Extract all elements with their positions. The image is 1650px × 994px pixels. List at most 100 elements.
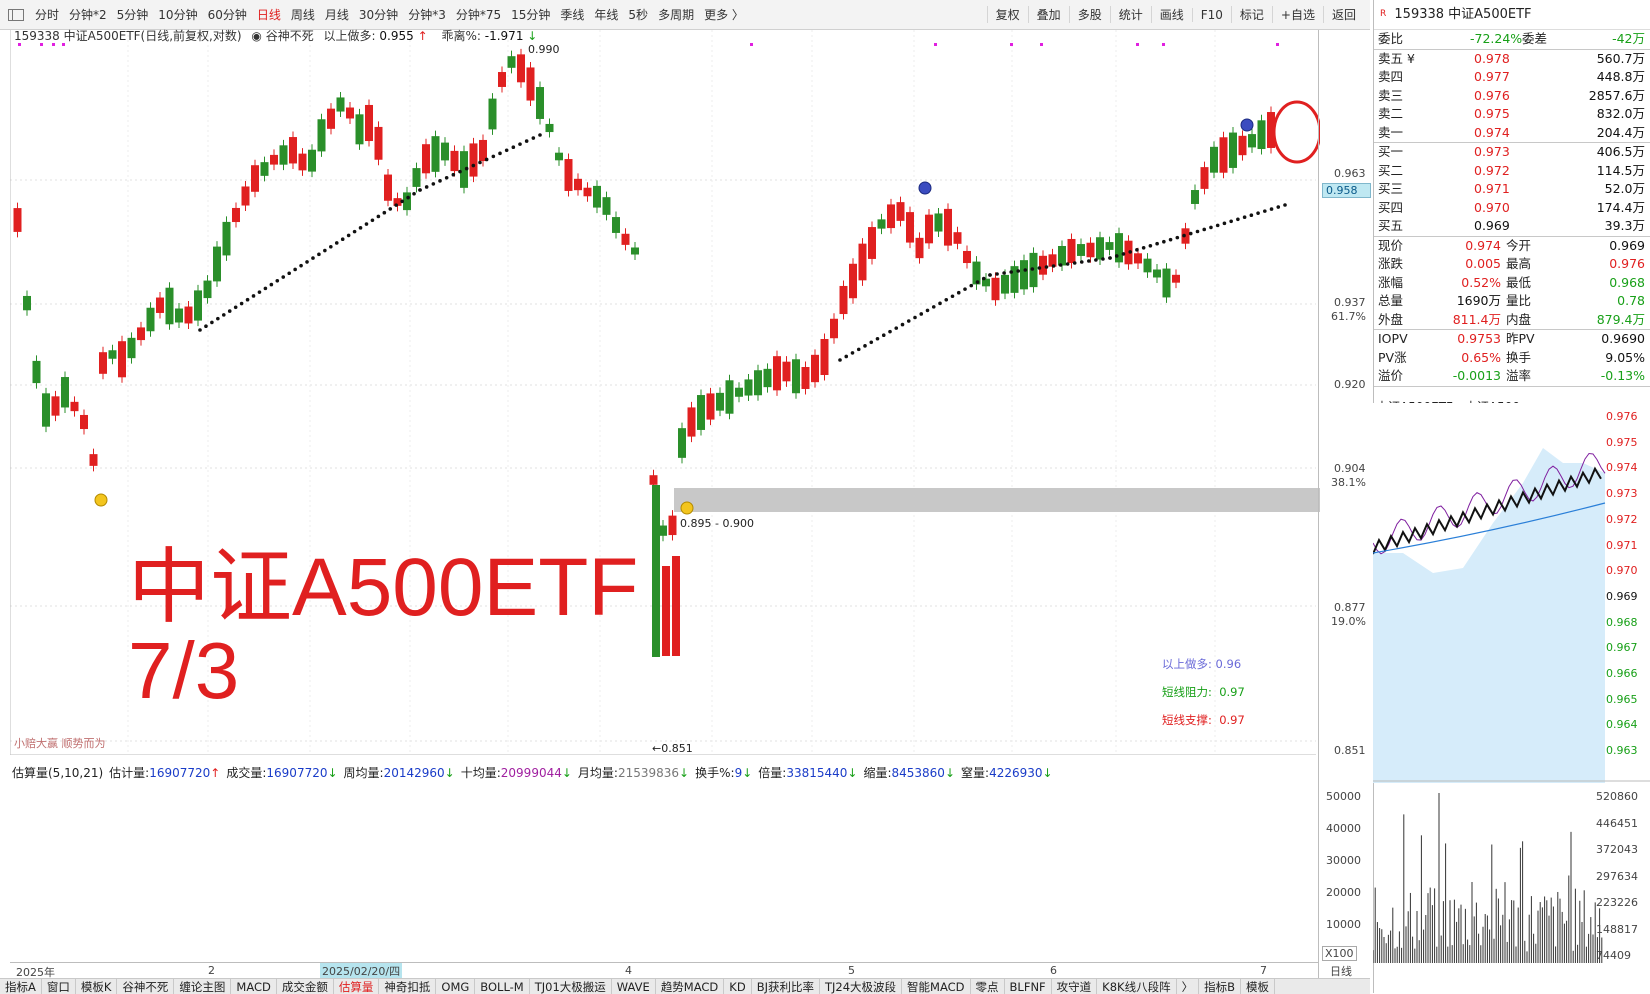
mini-price-tick: 0.976 — [1606, 410, 1638, 423]
toolbar-button[interactable]: 多股 — [1068, 6, 1110, 23]
period-tab[interactable]: 日线 — [256, 8, 281, 22]
arrow-up-icon: ↑ — [210, 766, 221, 780]
candle-body — [308, 149, 316, 172]
candle-body — [403, 192, 411, 211]
toolbar-button[interactable]: 统计 — [1109, 6, 1151, 23]
toolbar-button[interactable]: 复权 — [986, 6, 1028, 23]
candle-body — [241, 186, 250, 206]
indicator-tab[interactable]: 模板 — [1241, 979, 1275, 994]
indicator-tab[interactable]: BLFNF — [1005, 979, 1052, 994]
indicator-tab[interactable]: 缠论主图 — [174, 979, 232, 994]
candle-body — [612, 217, 620, 233]
quote-value: 0.52% — [1461, 274, 1501, 290]
toolbar-button[interactable]: F10 — [1191, 7, 1231, 22]
mini-vol-tick: 148817 — [1596, 922, 1638, 936]
toolbar-button[interactable]: 标记 — [1230, 6, 1272, 23]
period-tab[interactable]: 5分钟 — [116, 8, 149, 22]
ma-dot — [950, 294, 955, 299]
ma-dot — [346, 233, 351, 238]
vol-tick-20000: 20000 — [1326, 886, 1361, 899]
period-tab[interactable]: 周线 — [290, 8, 315, 22]
period-tab[interactable]: 30分钟 — [358, 8, 399, 22]
period-tab[interactable]: 10分钟 — [158, 8, 198, 22]
period-tab[interactable]: 季线 — [560, 8, 585, 22]
current-price-tag: 0.958 — [1322, 183, 1371, 198]
toolbar-button[interactable]: +自选 — [1271, 6, 1323, 23]
signal-marker — [934, 43, 937, 46]
candle-body — [1096, 237, 1104, 260]
period-tab[interactable]: 分钟*75 — [455, 8, 502, 22]
vol-header-key: 月均量: — [577, 766, 618, 780]
toolbar-button[interactable]: 返回 — [1322, 6, 1364, 23]
period-tab[interactable]: 分钟*3 — [408, 8, 446, 22]
vol-header-key: 倍量: — [758, 766, 787, 780]
indicator-tab[interactable]: 谷神不死 — [117, 979, 175, 994]
ma-dot — [431, 182, 436, 186]
candle-body — [317, 119, 326, 152]
indicator-tab[interactable]: WAVE — [612, 979, 656, 994]
period-tab[interactable]: 更多 〉 — [704, 8, 744, 22]
period-tab[interactable]: 多周期 — [658, 8, 695, 22]
quote-value: 0.78 — [1617, 293, 1645, 308]
indicator-tab[interactable]: 窗口 — [42, 979, 76, 994]
indicator-tab[interactable]: 攻守道 — [1052, 979, 1098, 994]
quote-label: 现价 — [1378, 237, 1404, 253]
legend-row-long: 以上做多: 0.96 — [1162, 657, 1242, 671]
sidebar-toggle-icon[interactable] — [8, 8, 24, 21]
ma-dot — [406, 195, 410, 200]
period-tab[interactable]: 分时 — [35, 8, 60, 22]
ma-dot — [418, 188, 422, 192]
iopv-label: 溢价 — [1378, 368, 1404, 383]
period-tab[interactable]: 5秒 — [628, 8, 649, 22]
indicator-tab[interactable]: BJ获利比率 — [752, 979, 820, 994]
vol-header-key: 十均量: — [460, 766, 501, 780]
flag-r-icon: R — [1380, 9, 1387, 19]
vol-header-key[interactable]: 估算量(5,10,21) — [12, 766, 104, 780]
ma-dot — [1263, 209, 1267, 213]
indicator-tab[interactable]: 零点 — [971, 979, 1005, 994]
candle-body — [877, 219, 886, 229]
mini-price-tick: 0.973 — [1606, 487, 1638, 501]
indicator-name[interactable]: 谷神不死 — [265, 29, 314, 43]
ma-dot — [221, 313, 226, 317]
indicator-tab[interactable]: 成交金额 — [277, 979, 334, 994]
indicator-tab[interactable]: OMG — [436, 979, 476, 994]
indicator-tab[interactable]: 趋势MACD — [656, 979, 725, 994]
ma-dot — [518, 142, 522, 146]
indicator-tab[interactable]: 神奇扣抵 — [379, 979, 437, 994]
toolbar-button[interactable]: 叠加 — [1027, 6, 1069, 23]
candle-body — [422, 144, 430, 174]
candle-body — [839, 285, 848, 315]
indicator-tab[interactable]: KD — [724, 979, 752, 994]
indicator-tab[interactable]: 〉 — [1177, 979, 1200, 994]
ma-dot — [894, 326, 899, 330]
period-tag[interactable]: 日线 — [1330, 965, 1352, 978]
indicator-tab[interactable]: 智能MACD — [902, 979, 971, 994]
ma-dot — [1202, 227, 1207, 232]
candle-body — [365, 104, 373, 142]
period-tab[interactable]: 60分钟 — [207, 8, 247, 22]
circle-icon[interactable]: ◉ — [251, 29, 262, 43]
period-tab[interactable]: 年线 — [594, 8, 619, 22]
indicator-tab[interactable]: MACD — [231, 979, 277, 994]
candle-body — [820, 338, 829, 376]
indicator-tab[interactable]: TJ24大极波段 — [820, 979, 903, 994]
ma-dot — [251, 294, 256, 298]
period-tab[interactable]: 月线 — [324, 8, 349, 22]
period-tab[interactable]: 15分钟 — [511, 8, 551, 22]
indicator-tab[interactable]: TJ01大极搬运 — [530, 979, 612, 994]
indicator-tab[interactable]: BOLL-M — [475, 979, 530, 994]
indicator-tab[interactable]: 指标B — [1199, 979, 1241, 994]
candle-body — [507, 56, 516, 68]
period-tab[interactable]: 分钟*2 — [69, 8, 107, 22]
indicator-tab[interactable]: K8K线八段阵 — [1097, 979, 1177, 994]
indicator-tab[interactable]: 估算量 — [334, 979, 380, 994]
candle-body — [801, 367, 810, 389]
toolbar-button[interactable]: 画线 — [1150, 6, 1192, 23]
indicator-tab[interactable]: 模板K — [76, 979, 118, 994]
candlestick-chart[interactable] — [10, 30, 1320, 755]
ma-dot — [451, 172, 456, 177]
intraday-mini-chart[interactable] — [1373, 403, 1650, 993]
iopv-label: 昨PV — [1506, 331, 1535, 346]
indicator-tab[interactable]: 指标A — [0, 979, 42, 994]
